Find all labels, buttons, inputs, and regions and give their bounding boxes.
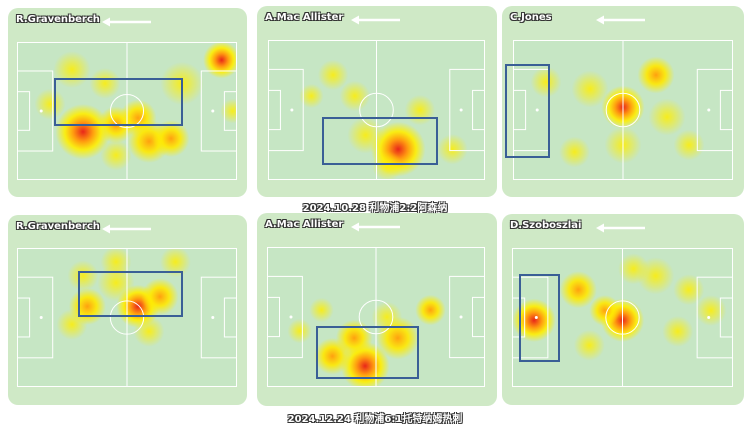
arrow-left-icon [596,223,645,233]
heatmap-panel: D.Szoboszlai [502,214,744,405]
pitch-heatmap [17,248,237,387]
heatmap-panel: C.Jones [502,6,744,197]
heat-spot [415,294,446,326]
match-caption-2: 2024.12.24 利物浦6:1托特纳姆热刺 [287,414,463,425]
pitch-lines [17,248,237,387]
arrow-left-icon [351,222,400,232]
heat-spot [314,337,351,375]
heat-spot [55,103,111,160]
heatmap-panel: R.Gravenberch [8,8,247,197]
zone-highlight-box [78,271,183,317]
heat-spot [673,129,705,161]
player-name: A.Mac Allister [265,219,344,230]
heat-spot [648,98,686,136]
heat-spot [559,271,597,309]
heat-spot [317,59,349,91]
heat-spot [618,253,650,285]
heat-spot [309,297,334,323]
heat-spot [160,248,191,278]
heatmap-panel: R.Gravenberch [8,215,247,405]
player-name: R.Gravenberch [16,221,100,232]
pitch-heatmap [268,40,485,180]
heat-spot [152,120,190,158]
pitch-lines [268,40,485,180]
zone-highlight-box [519,274,560,362]
player-name: D.Szoboszlai [510,220,582,231]
heat-spot [133,316,165,347]
zone-highlight-box [316,326,419,379]
heat-spot [89,68,121,99]
zone-highlight-box [322,117,438,165]
heat-spot [530,66,562,98]
heat-spot [203,42,237,79]
heat-spot [67,260,99,292]
heat-spot [571,70,609,108]
heat-spot [347,116,384,154]
player-name: R.Gravenberch [16,14,100,25]
player-name: A.Mac Allister [265,12,344,23]
heat-spot [662,315,694,347]
heat-spot [573,329,605,361]
heat-spot [100,248,132,278]
heat-spot [371,301,403,333]
heat-spot [287,318,312,344]
heat-spot [141,278,179,316]
heat-spot [100,139,132,171]
zone-highlight-box [54,78,183,126]
pitch-lines [17,42,237,180]
pitch-heatmap [513,40,733,180]
heat-spot [559,136,590,168]
heatmap-panel: A.Mac Allister [257,6,497,197]
heatmap-panel: A.Mac Allister [257,213,497,406]
heat-spot [637,56,675,94]
pitch-heatmap [17,42,237,180]
heat-spot [673,274,705,306]
match-caption-1: 2024.10.28 利物浦2:2阿森纳 [302,203,448,214]
pitch-lines [267,247,485,387]
arrow-left-icon [596,15,645,25]
heat-spot [299,83,324,109]
arrow-left-icon [102,17,151,27]
player-name: C.Jones [510,12,552,23]
heat-spot [589,295,621,327]
heat-spot [695,295,727,327]
arrow-left-icon [351,15,400,25]
heat-spot [339,80,370,112]
pitch-lines [512,248,733,387]
pitch-heatmap [512,248,733,387]
zone-highlight-box [505,64,550,158]
heat-spot [512,298,556,342]
heat-spot [372,150,403,180]
arrow-left-icon [102,224,151,234]
heat-spot [437,134,468,165]
